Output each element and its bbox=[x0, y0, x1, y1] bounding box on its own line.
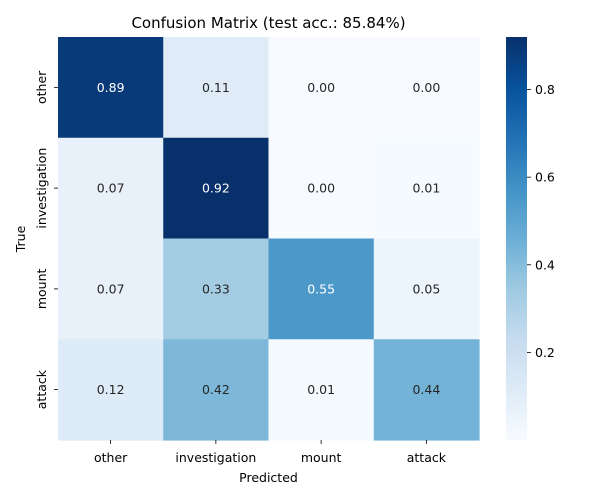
cell-value-label: 0.55 bbox=[307, 281, 335, 296]
heatmap-cell bbox=[373, 339, 480, 441]
colorbar-tick-label: 0.2 bbox=[535, 345, 555, 360]
colorbar-tick-label: 0.6 bbox=[535, 170, 555, 185]
x-tick-label: attack bbox=[407, 450, 447, 465]
y-axis-ticks: other investigation mount attack bbox=[34, 70, 58, 409]
heatmap-cell bbox=[373, 37, 480, 139]
x-axis-label: Predicted bbox=[239, 470, 298, 485]
cell-value-label: 0.07 bbox=[97, 281, 125, 296]
colorbar-ticks: 0.2 0.4 0.6 0.8 bbox=[527, 82, 555, 360]
x-tick-label: investigation bbox=[175, 450, 256, 465]
cell-value-label: 0.11 bbox=[202, 80, 230, 95]
cell-value-label: 0.92 bbox=[202, 181, 230, 196]
heatmap-cell bbox=[58, 339, 164, 441]
heatmap-cell bbox=[268, 238, 375, 340]
cell-value-label: 0.00 bbox=[412, 80, 440, 95]
x-tick-label: mount bbox=[301, 450, 342, 465]
cell-value-label: 0.07 bbox=[97, 181, 125, 196]
heatmap-cell-labels: 0.89 0.11 0.00 0.00 0.07 0.92 0.00 0.01 0.07 0.33… bbox=[97, 80, 441, 397]
y-tick-label: attack bbox=[34, 369, 49, 409]
x-axis-ticks: other investigation mount attack bbox=[94, 440, 447, 465]
cell-value-label: 0.89 bbox=[97, 80, 125, 95]
cell-value-label: 0.00 bbox=[307, 181, 335, 196]
heatmap-cell bbox=[373, 238, 480, 340]
colorbar-tick-label: 0.4 bbox=[535, 257, 555, 272]
x-tick-label: other bbox=[94, 450, 128, 465]
cell-value-label: 0.33 bbox=[202, 281, 230, 296]
cell-value-label: 0.00 bbox=[307, 80, 335, 95]
heatmap-cell bbox=[268, 137, 375, 240]
y-tick-label: investigation bbox=[34, 148, 49, 229]
cell-value-label: 0.01 bbox=[307, 382, 335, 397]
colorbar-tick-label: 0.8 bbox=[535, 82, 555, 97]
y-tick-label: mount bbox=[34, 268, 49, 309]
heatmap-cell bbox=[268, 339, 375, 441]
heatmap-cell bbox=[163, 238, 270, 340]
chart-title: Confusion Matrix (test acc.: 85.84%) bbox=[131, 14, 405, 32]
y-axis-label: True bbox=[13, 225, 28, 253]
heatmap-cells bbox=[58, 37, 480, 441]
cell-value-label: 0.01 bbox=[412, 181, 440, 196]
y-tick-label: other bbox=[34, 70, 49, 104]
cell-value-label: 0.05 bbox=[412, 281, 440, 296]
heatmap-cell bbox=[268, 37, 375, 139]
cell-value-label: 0.12 bbox=[97, 382, 125, 397]
colorbar bbox=[506, 37, 527, 440]
heatmap-cell bbox=[163, 339, 270, 441]
heatmap-cell bbox=[58, 37, 164, 139]
heatmap-cell bbox=[373, 137, 480, 240]
heatmap-cell bbox=[58, 137, 164, 240]
heatmap-cell bbox=[163, 137, 270, 240]
cell-value-label: 0.42 bbox=[202, 382, 230, 397]
cell-value-label: 0.44 bbox=[412, 382, 440, 397]
heatmap-cell bbox=[163, 37, 270, 139]
heatmap-cell bbox=[58, 238, 164, 340]
